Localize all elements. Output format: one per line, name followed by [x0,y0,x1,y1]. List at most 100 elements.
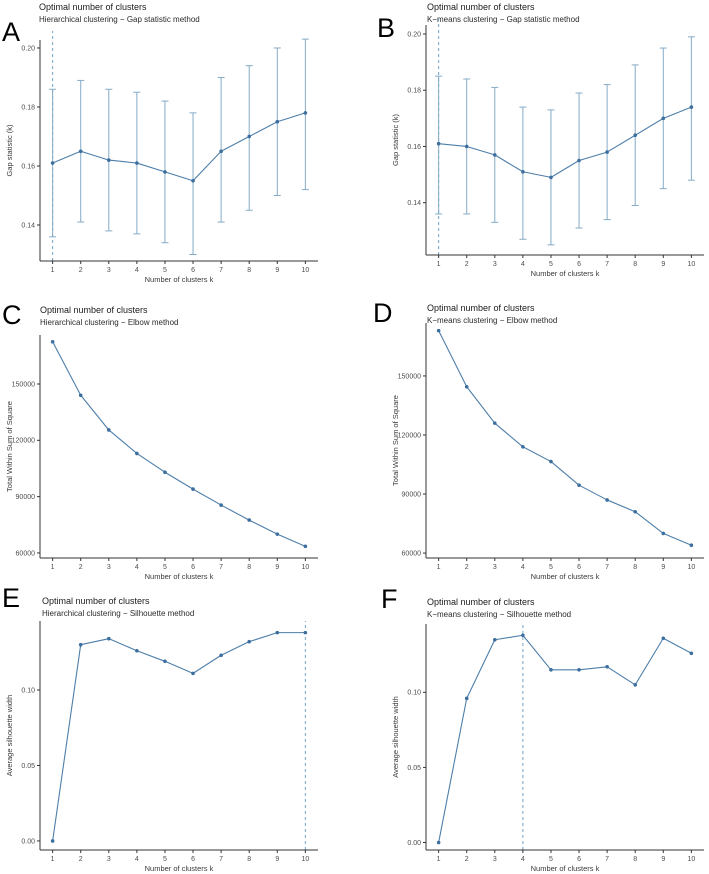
svg-text:10: 10 [301,564,309,571]
svg-text:0.00: 0.00 [407,840,421,847]
chart-title: Optimal number of clusters [39,2,147,12]
svg-text:Average silhouette width: Average silhouette width [5,695,14,777]
svg-text:Number of clusters k: Number of clusters k [145,572,214,581]
svg-text:8: 8 [247,267,251,274]
svg-text:90000: 90000 [16,494,36,501]
svg-text:1: 1 [51,564,55,571]
svg-text:1: 1 [51,267,55,274]
panel-letter-d: D [373,298,393,328]
svg-text:0.20: 0.20 [407,31,421,38]
panel-d: D Optimal number of clusters K−means clu… [355,290,709,585]
svg-text:3: 3 [493,564,497,571]
svg-text:2: 2 [79,267,83,274]
svg-text:0.18: 0.18 [407,88,421,95]
chart-title: Optimal number of clusters [427,2,535,12]
panel-letter-f: F [381,584,398,614]
chart-subtitle: K−means clustering − Elbow method [427,316,558,325]
svg-text:0.10: 0.10 [21,687,35,694]
silhouette-hierarchical-chart: 0.00 0.05 0.10 1 2 3 4 5 6 7 8 9 10 Number of cluster… [5,621,318,873]
svg-text:8: 8 [247,564,251,571]
svg-text:Average silhouette width: Average silhouette width [391,696,400,778]
svg-text:Number of clusters k: Number of clusters k [531,269,600,278]
chart-title: Optimal number of clusters [40,305,148,315]
elbow-kmeans-chart: 60000 90000 120000 150000 1 2 3 4 5 6 7 8 9 10 Number … [391,323,704,581]
svg-text:2: 2 [465,261,469,268]
svg-text:150000: 150000 [12,381,35,388]
svg-text:Total Within Sum of Square: Total Within Sum of Square [391,395,400,486]
svg-text:120000: 120000 [398,432,421,439]
svg-text:10: 10 [687,856,695,863]
panel-letter-b: B [377,13,396,43]
svg-text:5: 5 [163,564,167,571]
panel-letter-c: C [2,300,22,330]
panel-c-titles: Optimal number of clusters Hierarchical … [40,305,179,328]
svg-text:Gap statistic (k): Gap statistic (k) [391,113,400,166]
svg-text:4: 4 [135,267,139,274]
svg-text:4: 4 [135,856,139,863]
svg-text:6: 6 [191,856,195,863]
panel-a: A Optimal number of clusters Hierarchica… [0,0,354,290]
svg-text:0.16: 0.16 [407,144,421,151]
chart-subtitle: K−means clustering − Gap statistic metho… [427,15,580,24]
svg-text:7: 7 [605,856,609,863]
svg-text:10: 10 [687,261,695,268]
chart-subtitle: K−means clustering − Silhouette method [427,610,572,619]
svg-text:0.05: 0.05 [21,763,35,770]
svg-text:7: 7 [219,267,223,274]
svg-text:5: 5 [549,564,553,571]
svg-text:7: 7 [605,261,609,268]
svg-text:5: 5 [549,261,553,268]
svg-text:0.00: 0.00 [21,838,35,845]
svg-text:120000: 120000 [12,438,35,445]
panel-a-titles: Optimal number of clusters Hierarchical … [39,2,200,25]
svg-text:4: 4 [521,261,525,268]
svg-text:Number of clusters k: Number of clusters k [145,864,214,873]
svg-text:3: 3 [107,267,111,274]
svg-text:8: 8 [633,261,637,268]
gap-statistic-kmeans-chart: 0.14 0.16 0.18 0.20 1 2 3 4 5 6 7 8 9 10 Number of clu… [391,16,704,278]
svg-text:2: 2 [79,564,83,571]
svg-text:4: 4 [521,564,525,571]
svg-text:10: 10 [301,856,309,863]
svg-text:1: 1 [51,856,55,863]
svg-text:1: 1 [437,261,441,268]
svg-text:9: 9 [275,267,279,274]
svg-text:5: 5 [163,856,167,863]
svg-text:1: 1 [437,856,441,863]
svg-text:2: 2 [79,856,83,863]
svg-text:3: 3 [493,856,497,863]
svg-text:6: 6 [577,856,581,863]
svg-text:0.10: 0.10 [407,690,421,697]
svg-text:0.14: 0.14 [21,222,35,229]
panel-c: C Optimal number of clusters Hierarchica… [0,290,355,585]
svg-text:3: 3 [493,261,497,268]
svg-text:4: 4 [135,564,139,571]
svg-text:10: 10 [301,267,309,274]
svg-text:7: 7 [219,856,223,863]
svg-text:6: 6 [191,267,195,274]
chart-title: Optimal number of clusters [42,596,150,606]
svg-text:2: 2 [465,564,469,571]
svg-text:4: 4 [521,856,525,863]
svg-text:6: 6 [577,564,581,571]
svg-text:9: 9 [275,564,279,571]
panel-e: E Optimal number of clusters Hierarchica… [0,585,355,874]
panel-b: B Optimal number of clusters K−means clu… [355,0,709,290]
chart-subtitle: Hierarchical clustering − Silhouette met… [42,609,195,618]
svg-text:9: 9 [661,261,665,268]
svg-text:9: 9 [275,856,279,863]
panel-b-titles: Optimal number of clusters K−means clust… [427,2,580,25]
svg-text:0.05: 0.05 [407,765,421,772]
svg-text:0.20: 0.20 [21,45,35,52]
chart-subtitle: Hierarchical clustering − Gap statistic … [39,15,200,24]
svg-text:2: 2 [465,856,469,863]
svg-text:Total Within Sum of Square: Total Within Sum of Square [5,401,14,492]
svg-text:6: 6 [191,564,195,571]
svg-text:Number of clusters k: Number of clusters k [531,572,600,581]
svg-text:Gap statistic (k): Gap statistic (k) [5,124,14,177]
svg-text:Number of clusters k: Number of clusters k [145,275,214,284]
svg-text:3: 3 [107,564,111,571]
svg-text:10: 10 [687,564,695,571]
panel-letter-e: E [2,583,21,613]
